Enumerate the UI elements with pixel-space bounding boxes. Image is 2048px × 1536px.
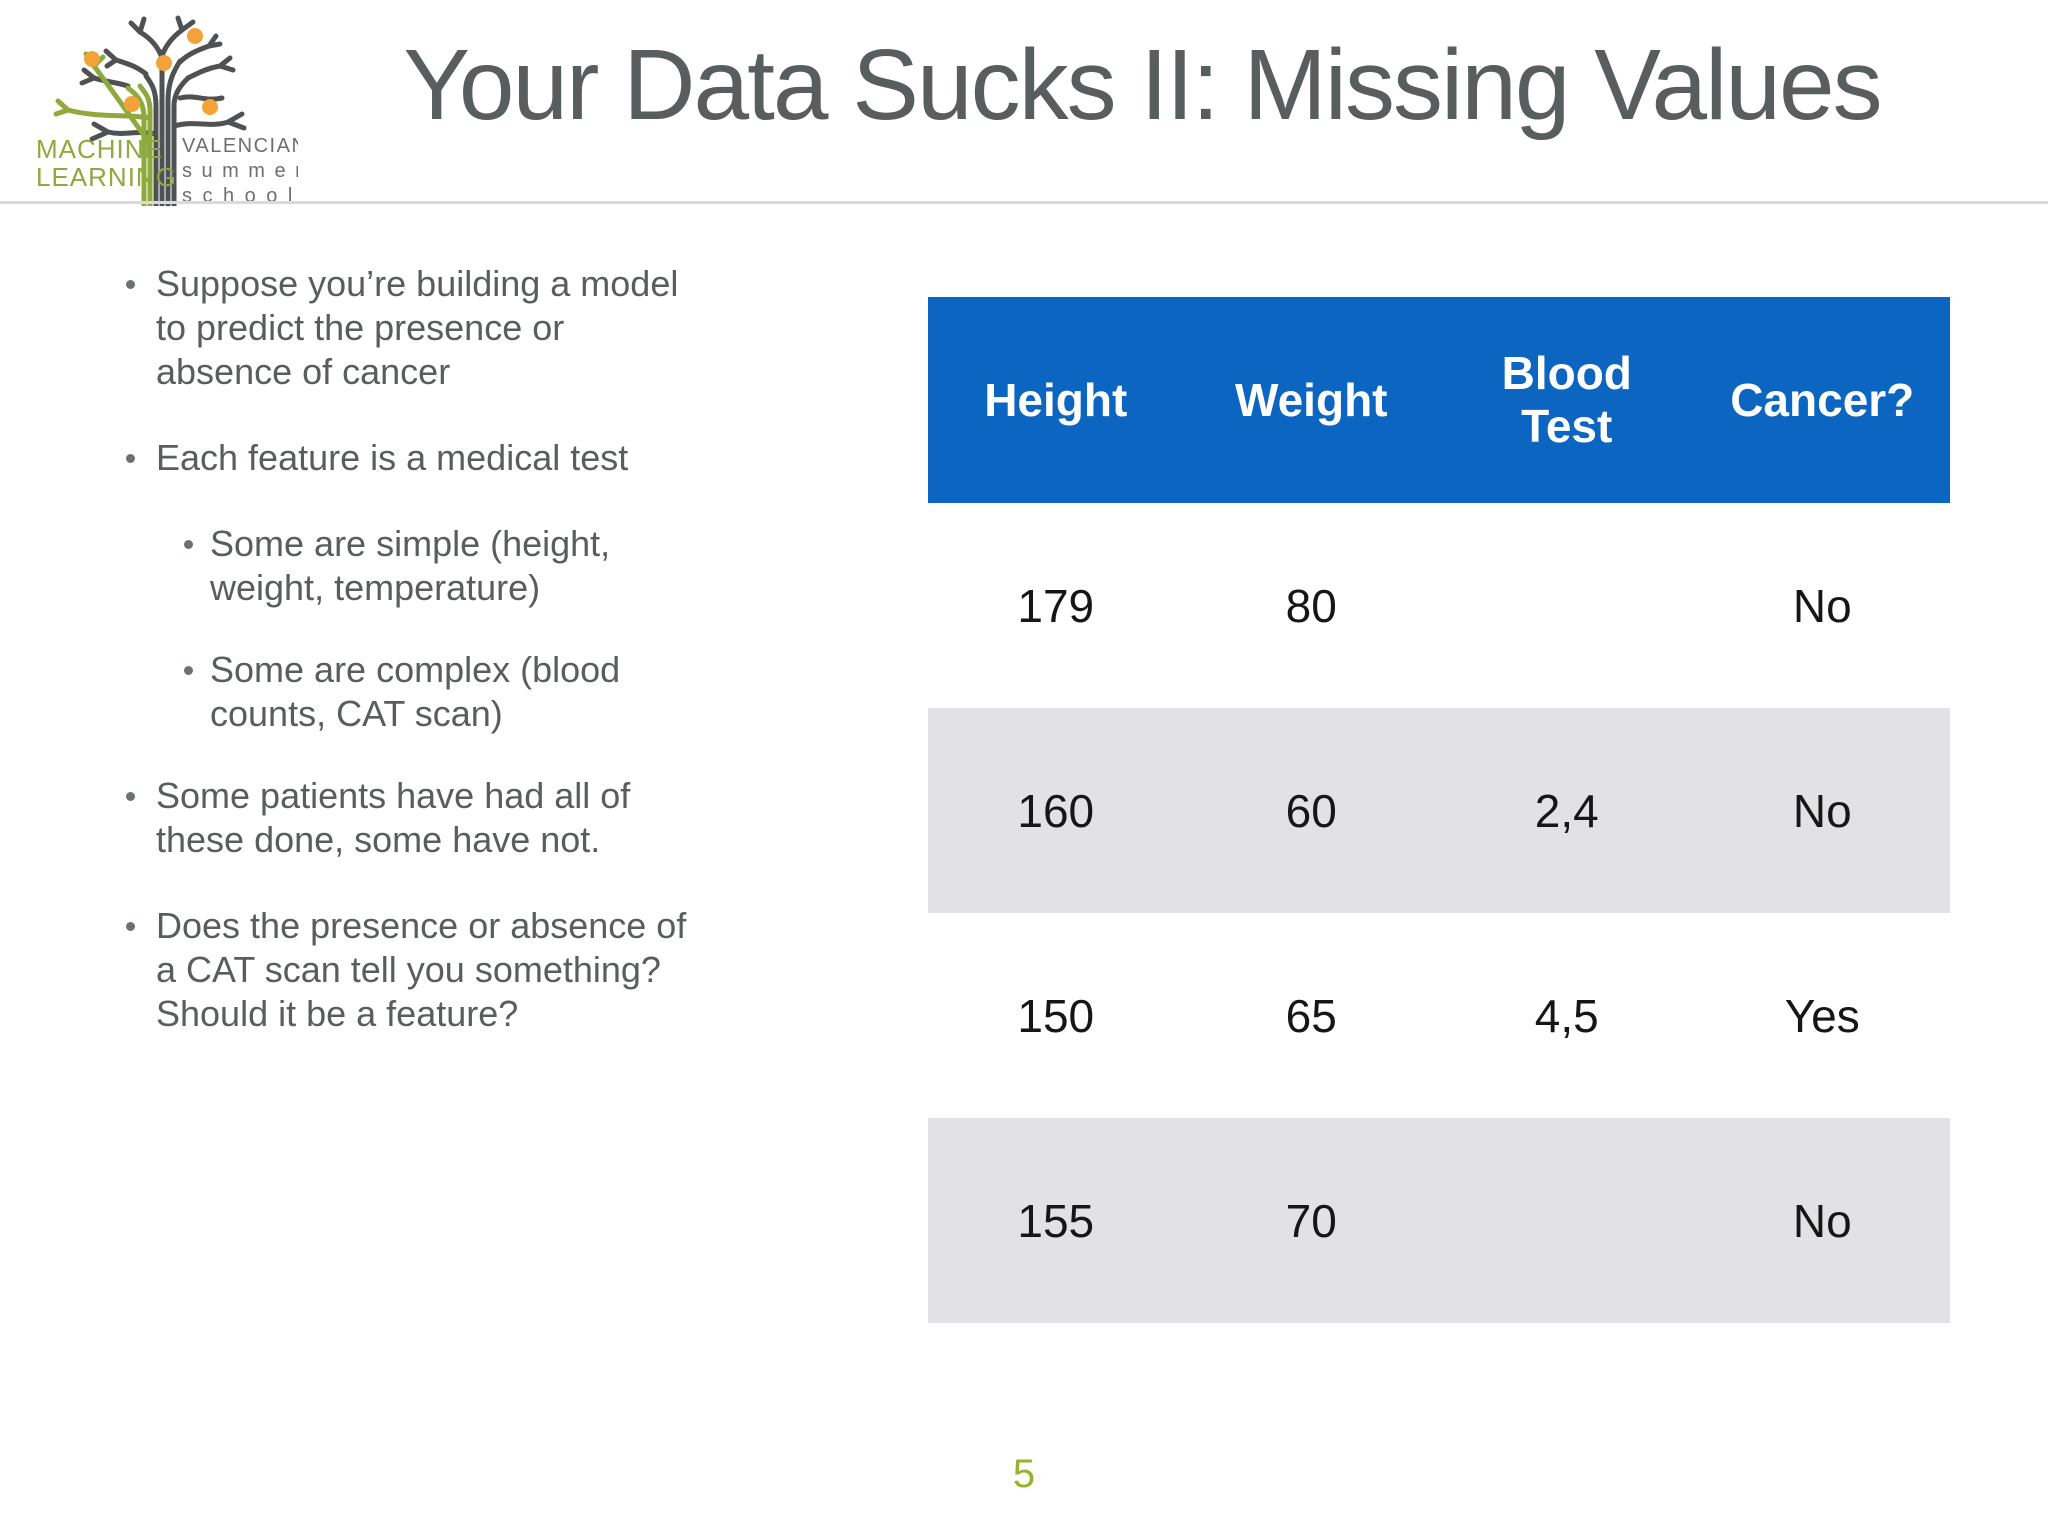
cell-blood-test: 2,4 — [1534, 784, 1599, 837]
cell-blood-test — [1439, 503, 1695, 708]
table-row: 155 70 No — [928, 1118, 1950, 1323]
table-row: 150 65 4,5 Yes — [928, 913, 1950, 1118]
bullet-text: Some patients have had all of these done… — [156, 775, 631, 860]
bullet-list: Suppose you’re building a model to predi… — [112, 262, 712, 1078]
col-header-weight: Weight — [1184, 297, 1440, 503]
table-header-row: Height Weight Blood Test Cancer? — [928, 297, 1950, 503]
logo-tree-icon — [53, 15, 247, 206]
cell-cancer: Yes — [1784, 989, 1860, 1042]
cell-weight: 80 — [1285, 579, 1337, 632]
mlvss-logo: MACHINE LEARNING VALENCIAN summer school — [36, 15, 298, 206]
table-row: 179 80 No — [928, 503, 1950, 708]
col-header-label: Blood Test — [1501, 347, 1632, 452]
col-header-label: Weight — [1235, 373, 1388, 426]
header-divider-line — [0, 201, 2048, 204]
bullet-sub-item: Some are simple (height, weight, tempera… — [112, 522, 712, 610]
col-header-blood-test: Blood Test — [1439, 297, 1695, 503]
bullet-dot-icon — [126, 792, 135, 801]
bullet-text: Some are complex (blood counts, CAT scan… — [210, 649, 621, 734]
cell-weight: 70 — [1285, 1194, 1337, 1247]
cell-cancer: No — [1792, 784, 1852, 837]
bullet-text: Does the presence or absence of a CAT sc… — [156, 905, 687, 1034]
bullet-dot-icon — [126, 454, 135, 463]
col-header-cancer: Cancer? — [1695, 297, 1951, 503]
bullet-item: Suppose you’re building a model to predi… — [112, 262, 712, 394]
logo-valencian-text: VALENCIAN — [182, 135, 298, 157]
cell-blood-test: 4,5 — [1534, 989, 1599, 1042]
bullet-text: Some are simple (height, weight, tempera… — [210, 523, 611, 608]
bullet-dot-icon — [126, 922, 135, 931]
bullet-item: Does the presence or absence of a CAT sc… — [112, 904, 712, 1036]
cell-height: 179 — [1017, 579, 1095, 632]
cell-weight: 65 — [1285, 989, 1337, 1042]
bullet-item: Some patients have had all of these done… — [112, 774, 712, 862]
col-header-label: Height — [984, 373, 1128, 426]
col-header-height: Height — [928, 297, 1184, 503]
col-header-label: Cancer? — [1730, 373, 1915, 426]
bullet-text: Suppose you’re building a model to predi… — [156, 263, 679, 392]
bullet-dot-icon — [126, 280, 135, 289]
tree-fruits-icon — [84, 28, 218, 115]
logo-learning-text: LEARNING — [36, 162, 177, 192]
logo-machine-text: MACHINE — [36, 134, 163, 164]
table-row: 160 60 2,4 No — [928, 708, 1950, 913]
bullet-sub-item: Some are complex (blood counts, CAT scan… — [112, 648, 712, 736]
bullet-dot-icon — [184, 666, 193, 675]
page-number: 5 — [1012, 1452, 1036, 1496]
patient-data-table: Height Weight Blood Test Cancer? 179 80 … — [928, 297, 1950, 1323]
cell-weight: 60 — [1285, 784, 1337, 837]
slide-title: Your Data Sucks II: Missing Values — [403, 29, 1882, 141]
cell-cancer: No — [1792, 579, 1852, 632]
cell-height: 160 — [1017, 784, 1095, 837]
cell-height: 150 — [1017, 989, 1095, 1042]
bullet-dot-icon — [184, 540, 193, 549]
bullet-text: Each feature is a medical test — [156, 437, 629, 478]
cell-blood-test — [1439, 1118, 1695, 1323]
cell-cancer: No — [1792, 1194, 1852, 1247]
logo-school-text: school — [182, 185, 298, 206]
tree-branches-gray — [79, 15, 247, 206]
bullet-item: Each feature is a medical test — [112, 436, 712, 480]
cell-height: 155 — [1017, 1194, 1095, 1247]
logo-summer-text: summer — [182, 160, 298, 182]
